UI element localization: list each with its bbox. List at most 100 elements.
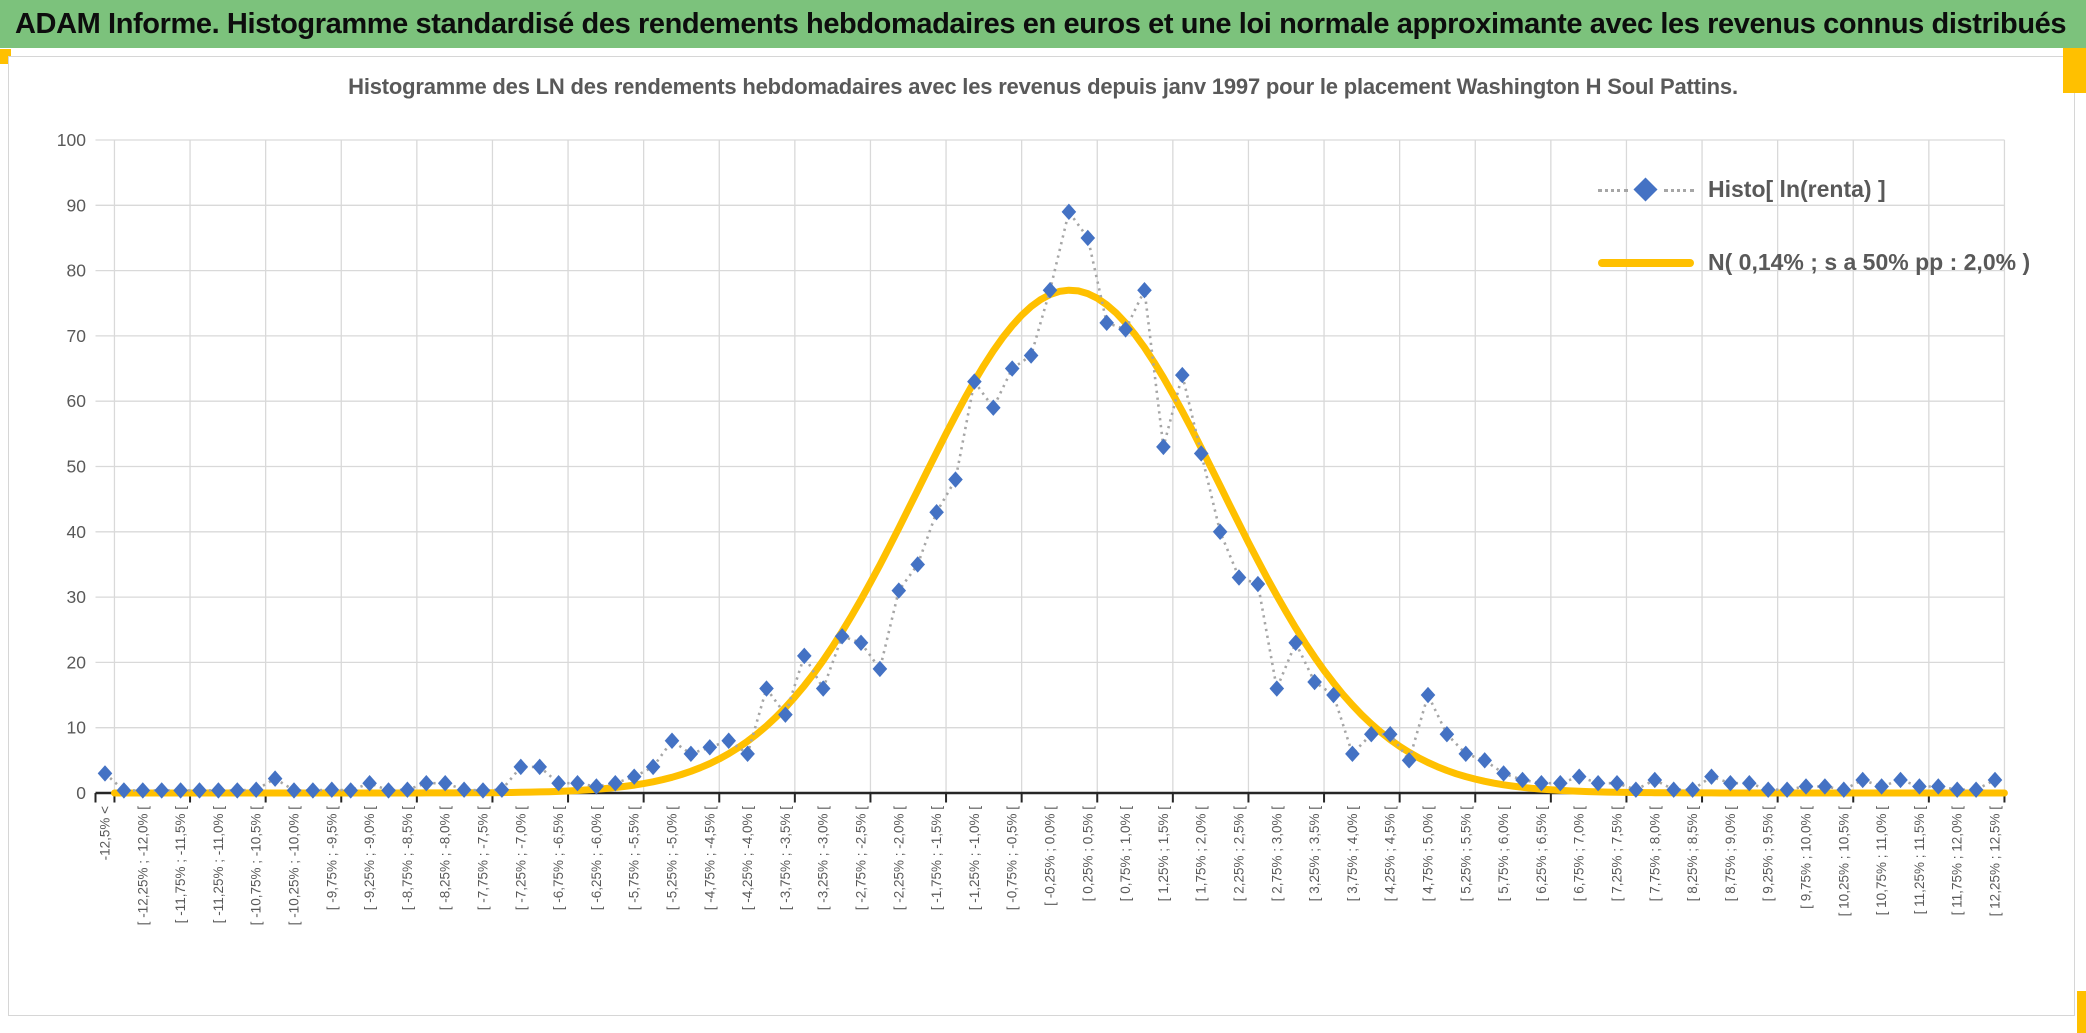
- histogram-data-point[interactable]: [381, 782, 396, 799]
- histogram-data-point[interactable]: [721, 732, 736, 749]
- histogram-data-point[interactable]: [1874, 778, 1889, 795]
- histogram-data-point[interactable]: [853, 634, 869, 652]
- histogram-data-point[interactable]: [664, 732, 680, 749]
- histogram-data-point[interactable]: [173, 782, 188, 799]
- histogram-data-point[interactable]: [1647, 771, 1663, 789]
- histogram-data-point[interactable]: [1288, 634, 1303, 652]
- histogram-data-point[interactable]: [929, 504, 944, 521]
- histogram-data-point[interactable]: [778, 706, 793, 723]
- histogram-data-point[interactable]: [1420, 686, 1436, 704]
- histogram-data-point[interactable]: [1496, 765, 1511, 782]
- histogram-data-point[interactable]: [1212, 523, 1228, 540]
- histogram-series[interactable]: [97, 203, 2003, 799]
- histogram-data-point[interactable]: [797, 647, 812, 665]
- histogram-data-point[interactable]: [494, 781, 510, 798]
- histogram-data-point[interactable]: [1628, 781, 1644, 798]
- histogram-data-point[interactable]: [192, 782, 207, 799]
- histogram-data-point[interactable]: [1931, 778, 1946, 795]
- histogram-data-point[interactable]: [834, 628, 850, 645]
- histogram-data-point[interactable]: [948, 471, 963, 488]
- histogram-data-point[interactable]: [1949, 781, 1965, 798]
- histogram-data-point[interactable]: [1893, 771, 1908, 789]
- histogram-data-point[interactable]: [759, 680, 774, 697]
- histogram-data-point[interactable]: [1723, 775, 1738, 792]
- histogram-data-point[interactable]: [532, 758, 547, 776]
- histogram-data-point[interactable]: [683, 745, 699, 763]
- histogram-data-point[interactable]: [362, 775, 377, 792]
- histogram-data-point[interactable]: [1742, 775, 1757, 792]
- histogram-data-point[interactable]: [1458, 745, 1474, 763]
- histogram-data-point[interactable]: [1137, 281, 1152, 299]
- histogram-data-point[interactable]: [475, 782, 491, 799]
- histogram-data-point[interactable]: [815, 680, 831, 697]
- histogram-data-point[interactable]: [286, 782, 302, 799]
- histogram-data-point[interactable]: [1609, 775, 1625, 792]
- histogram-data-point[interactable]: [891, 582, 907, 599]
- histogram-data-point[interactable]: [400, 781, 415, 798]
- histogram-data-point[interactable]: [1798, 778, 1814, 795]
- histogram-data-point[interactable]: [872, 660, 888, 678]
- histogram-data-point[interactable]: [1666, 781, 1681, 798]
- histogram-data-point[interactable]: [419, 775, 434, 792]
- histogram-data-point[interactable]: [154, 782, 169, 799]
- histogram-data-point[interactable]: [645, 758, 661, 776]
- histogram-data-point[interactable]: [1590, 775, 1606, 792]
- histogram-data-point[interactable]: [1439, 726, 1455, 743]
- histogram-data-point[interactable]: [1175, 366, 1190, 384]
- histogram-data-point[interactable]: [135, 782, 151, 799]
- histogram-data-point[interactable]: [1193, 445, 1209, 462]
- histogram-data-point[interactable]: [248, 781, 264, 798]
- histogram-data-point[interactable]: [1553, 775, 1568, 792]
- chart-panel[interactable]: [8, 56, 2075, 1016]
- histogram-data-point[interactable]: [967, 373, 982, 390]
- histogram-data-point[interactable]: [1156, 438, 1171, 456]
- histogram-data-point[interactable]: [1004, 360, 1020, 377]
- histogram-data-point[interactable]: [608, 775, 623, 792]
- histogram-data-point[interactable]: [267, 770, 283, 787]
- histogram-data-point[interactable]: [589, 778, 604, 795]
- histogram-data-point[interactable]: [1685, 781, 1700, 798]
- histogram-data-point[interactable]: [1099, 314, 1114, 332]
- histogram-data-point[interactable]: [1534, 775, 1549, 792]
- histogram-data-point[interactable]: [1477, 752, 1492, 769]
- histogram-data-point[interactable]: [1269, 680, 1285, 697]
- histogram-data-point[interactable]: [1382, 726, 1398, 743]
- histogram-data-point[interactable]: [551, 775, 566, 792]
- histogram-data-point[interactable]: [626, 768, 642, 785]
- histogram-data-point[interactable]: [1364, 726, 1379, 743]
- histogram-data-point[interactable]: [1401, 752, 1417, 769]
- histogram-data-point[interactable]: [1855, 771, 1870, 789]
- histogram-data-point[interactable]: [97, 765, 113, 782]
- histogram-data-point[interactable]: [305, 782, 321, 799]
- histogram-data-point[interactable]: [1779, 781, 1795, 798]
- histogram-data-point[interactable]: [986, 399, 1001, 416]
- histogram-data-point[interactable]: [116, 782, 132, 799]
- histogram-data-point[interactable]: [437, 775, 453, 792]
- histogram-data-point[interactable]: [1987, 771, 2003, 789]
- histogram-data-point[interactable]: [1061, 203, 1077, 221]
- histogram-data-point[interactable]: [1704, 768, 1719, 785]
- legend-entry-normal-curve[interactable]: N( 0,14% ; s a 50% pp : 2,0% ): [1598, 249, 2030, 276]
- histogram-data-point[interactable]: [740, 745, 755, 763]
- histogram-data-point[interactable]: [343, 782, 358, 799]
- histogram-data-point[interactable]: [1118, 321, 1133, 338]
- histogram-data-point[interactable]: [1912, 778, 1927, 795]
- histogram-data-point[interactable]: [1231, 569, 1247, 586]
- histogram-data-point[interactable]: [1760, 781, 1776, 798]
- normal-curve-series[interactable]: [111, 286, 2008, 797]
- histogram-data-point[interactable]: [570, 775, 585, 792]
- histogram-data-point[interactable]: [230, 782, 245, 799]
- histogram-data-point[interactable]: [513, 758, 529, 776]
- histogram-data-point[interactable]: [1080, 229, 1096, 247]
- histogram-data-point[interactable]: [1571, 768, 1587, 785]
- histogram-data-point[interactable]: [1042, 281, 1058, 299]
- histogram-data-point[interactable]: [1345, 745, 1360, 763]
- legend-entry-histogram[interactable]: Histo[ ln(renta) ]: [1598, 176, 2030, 203]
- histogram-data-point[interactable]: [1817, 778, 1833, 795]
- histogram-data-point[interactable]: [1836, 781, 1852, 798]
- histogram-data-point[interactable]: [702, 739, 718, 756]
- histogram-data-point[interactable]: [910, 556, 925, 573]
- histogram-data-point[interactable]: [324, 781, 340, 798]
- histogram-data-point[interactable]: [1968, 781, 1984, 798]
